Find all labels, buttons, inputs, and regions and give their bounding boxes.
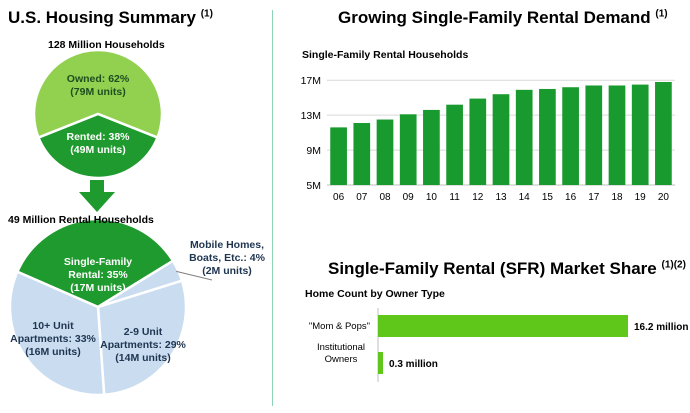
pie2-label-single-family-line: Single-Family: [64, 256, 132, 268]
pie2-label-single-family: Single-Family Rental: 35% (17M units): [64, 256, 132, 294]
bar-xtick-label: 07: [356, 192, 368, 203]
bar-xtick-label: 11: [449, 192, 460, 203]
bar-xtick-label: 13: [495, 192, 507, 203]
bar-06: [330, 127, 347, 185]
pie1-group: Owned: 62% (79M units) Rented: 38% (49M uni…: [32, 48, 164, 180]
bar-xtick-label: 15: [542, 192, 554, 203]
pie1-label-rented-line: Rented: 38%: [66, 131, 130, 143]
rental-demand-title-sup: (1): [655, 8, 668, 20]
bar-15: [539, 88, 556, 185]
bar-14: [515, 89, 533, 185]
pie2-label-2-9-unit-line: 2-9 Unit: [124, 326, 163, 338]
bar-xtick-label: 06: [333, 192, 345, 203]
pie2-label-10-plus-unit: 10+ Unit Apartments: 33% (16M units): [10, 320, 96, 358]
pie2-label-single-family-line: (17M units): [70, 282, 125, 294]
pie1-label-rented-line: (49M units): [70, 144, 125, 156]
rental-demand-title: Growing Single-Family Rental Demand (1): [338, 8, 668, 28]
bar-09: [399, 114, 417, 185]
sfr-households-subtitle: Single-Family Rental Households: [302, 49, 469, 61]
housing-summary-title-text: U.S. Housing Summary: [8, 8, 196, 27]
bar-08: [376, 119, 394, 185]
pie1-label-owned-line: Owned: 62%: [67, 73, 130, 85]
owner-type-subtitle: Home Count by Owner Type: [305, 288, 445, 300]
market-share-chart: 16.2 million 0.3 million "Mom & Pops" Insti…: [309, 308, 688, 382]
rental-demand-title-text: Growing Single-Family Rental Demand: [338, 8, 651, 27]
hbar-category-mom-and-pops: "Mom & Pops": [309, 321, 370, 332]
bar-ytick-label: 5M: [306, 180, 321, 192]
pie2-label-2-9-unit-line: (14M units): [115, 352, 170, 364]
housing-summary-title-sup: (1): [200, 8, 213, 20]
bar-16: [562, 87, 579, 185]
households-label: 128 Million Households: [48, 39, 165, 51]
bar-07: [353, 123, 371, 185]
market-share-title-text: Single-Family Rental (SFR) Market Share: [328, 259, 657, 278]
panel-divider: [272, 10, 273, 406]
pie2-slice-10-plus-unit: [8, 270, 106, 397]
pie1-slice-rented: [36, 112, 160, 180]
bar-xtick-label: 12: [472, 192, 484, 203]
hbar-category-institutional: Institutional Owners: [317, 342, 365, 365]
pie2-leader-line: [176, 270, 213, 281]
pie2-label-10-plus-unit-line: (16M units): [25, 346, 80, 358]
pie2-label-mobile-homes: Mobile Homes, Boats, Etc.: 4% (2M units): [189, 239, 266, 277]
pie1-label-owned-line: (79M units): [70, 86, 125, 98]
pie1-slice-owned: [32, 48, 164, 140]
hbar-category-line: Owners: [325, 354, 358, 365]
bar-20: [655, 81, 672, 185]
pie1-label-owned: Owned: 62% (79M units): [67, 73, 130, 98]
bar-ytick-label: 13M: [301, 110, 321, 122]
pie2-label-mobile-homes-line: (2M units): [202, 265, 252, 277]
bar-xtick-label: 17: [588, 192, 600, 203]
bar-17: [585, 85, 603, 185]
bar-10: [423, 109, 440, 185]
pie2-label-10-plus-unit-line: Apartments: 33%: [10, 333, 96, 345]
housing-summary-title: U.S. Housing Summary (1): [8, 8, 213, 28]
sfr-bar-chart: 5M 9M 13M 17M 06 07 08 09 10 11 12 13 14 15 16 17 18 19 20: [301, 75, 675, 203]
pie2-slice-single-family: [15, 217, 175, 309]
bar-12: [469, 98, 487, 185]
pie2-slice-2-9-unit: [96, 279, 188, 397]
bar-11: [446, 104, 463, 185]
hbar-category-line: Institutional: [317, 342, 365, 353]
bar-xtick-label: 14: [519, 192, 531, 203]
pie2-label-2-9-unit-line: Apartments: 29%: [100, 339, 186, 351]
down-arrow-icon: [79, 180, 115, 212]
bar-xtick-label: 18: [611, 192, 623, 203]
bar-xtick-label: 19: [635, 192, 647, 203]
pie1-label-rented: Rented: 38% (49M units): [66, 131, 130, 156]
pie2-label-mobile-homes-line: Mobile Homes,: [190, 239, 264, 251]
bar-xtick-label: 16: [565, 192, 577, 203]
bar-xtick-label: 08: [379, 192, 391, 203]
hbar-institutional: [378, 352, 383, 374]
bar-18: [608, 85, 626, 185]
bar-xtick-label: 09: [403, 192, 415, 203]
pie2-label-10-plus-unit-line: 10+ Unit: [32, 320, 74, 332]
hbar-value-label: 0.3 million: [389, 359, 438, 370]
pie2-label-2-9-unit: 2-9 Unit Apartments: 29% (14M units): [100, 326, 186, 364]
bar-19: [631, 84, 649, 185]
pie2-label-single-family-line: Rental: 35%: [68, 269, 128, 281]
hbar-value-label: 16.2 million: [634, 322, 688, 333]
bar-xtick-label: 10: [426, 192, 438, 203]
market-share-title: Single-Family Rental (SFR) Market Share …: [328, 259, 686, 279]
pie-households: Owned: 62% (79M units) Rented: 38% (49M uni…: [8, 48, 266, 397]
market-share-title-sup: (1)(2): [661, 259, 686, 271]
bar-13: [492, 94, 510, 185]
bar-xtick-label: 20: [658, 192, 670, 203]
hbar-mom-and-pops: [378, 315, 628, 337]
pie2-group: Single-Family Rental: 35% (17M units) 2-9 U…: [8, 217, 266, 397]
bar-ytick-label: 17M: [301, 75, 321, 87]
bar-ytick-label: 9M: [306, 145, 321, 157]
rental-households-label: 49 Million Rental Households: [8, 214, 154, 226]
pie2-label-mobile-homes-line: Boats, Etc.: 4%: [189, 252, 266, 264]
